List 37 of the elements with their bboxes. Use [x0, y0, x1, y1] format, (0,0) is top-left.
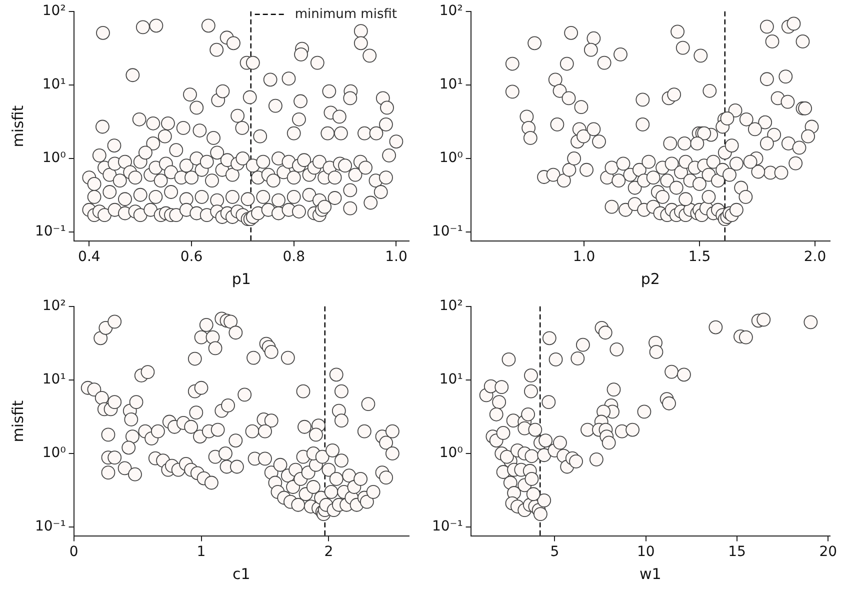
- x-tick-label: 1.5: [688, 249, 711, 266]
- y-tick-label: 10⁻¹: [34, 224, 66, 240]
- x-axis-title: p2: [640, 270, 660, 288]
- x-tick-label: 1: [196, 544, 206, 560]
- x-tick-label: 1.0: [385, 249, 408, 266]
- y-tick-label: 10¹: [42, 76, 66, 93]
- y-tick-label: 10⁰: [439, 445, 464, 462]
- ref-line-label: minimum misfit: [294, 6, 398, 22]
- x-tick-label: 0.6: [180, 249, 203, 266]
- y-tick-label: 10²: [439, 298, 463, 314]
- y-tick-label: 10⁰: [42, 445, 66, 462]
- y-axis-title: misfit: [8, 105, 27, 148]
- x-tick-label: 2: [324, 544, 334, 560]
- y-tick-label: 10¹: [439, 372, 463, 388]
- y-tick-label: 10²: [42, 3, 66, 20]
- x-tick-label: 10: [636, 544, 655, 560]
- x-tick-label: 0.4: [78, 249, 100, 266]
- y-tick-label: 10⁻¹: [432, 518, 463, 535]
- x-tick-label: 0: [69, 544, 78, 560]
- y-tick-label: 10⁻¹: [34, 518, 66, 535]
- y-tick-label: 10²: [42, 298, 66, 314]
- y-tick-label: 10⁰: [42, 150, 66, 166]
- x-axis-title: c1: [232, 564, 250, 583]
- y-tick-label: 10²: [439, 3, 463, 20]
- x-tick-label: 5: [550, 544, 560, 560]
- y-tick-label: 10⁻¹: [432, 224, 463, 240]
- x-axis-title: w1: [640, 564, 662, 583]
- y-tick-label: 10¹: [42, 372, 66, 388]
- x-tick-label: 15: [728, 544, 746, 560]
- y-axis-title: misfit: [8, 400, 27, 442]
- x-tick-label: 20: [819, 544, 838, 560]
- x-tick-label: 2.0: [804, 249, 826, 266]
- x-tick-label: 0.8: [282, 249, 305, 266]
- x-axis-title: p1: [232, 270, 251, 288]
- y-tick-label: 10¹: [439, 76, 463, 93]
- y-tick-label: 10⁰: [439, 150, 464, 166]
- x-tick-label: 1.0: [572, 249, 596, 266]
